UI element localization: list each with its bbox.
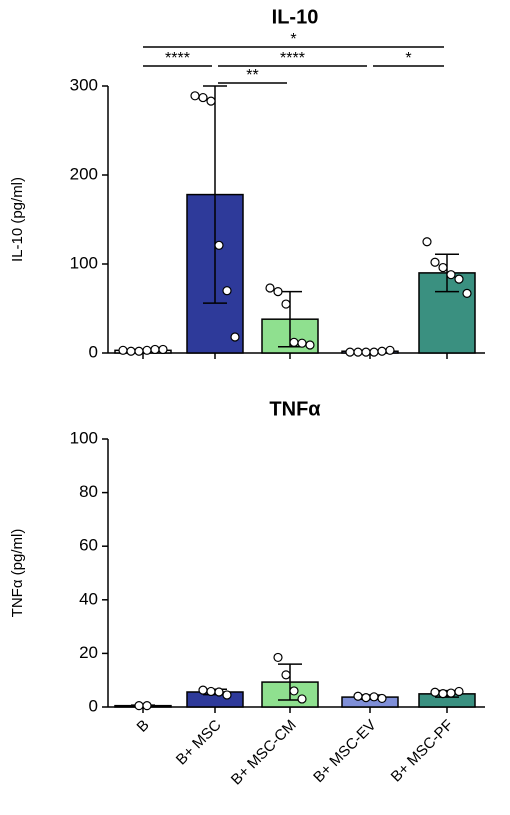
data-point (422, 237, 432, 247)
y-tick-label: 40 (79, 589, 98, 608)
data-point (158, 344, 168, 355)
data-point (446, 688, 456, 698)
data-point (438, 688, 448, 699)
data-point (206, 686, 216, 697)
data-point (289, 337, 299, 347)
data-point (446, 270, 456, 280)
data-point (222, 690, 232, 700)
data-point (369, 347, 379, 357)
data-point (214, 687, 224, 697)
data-point (281, 299, 291, 309)
data-point (430, 257, 440, 267)
y-tick-label: 100 (70, 428, 98, 447)
x-tick-label: B+ MSC-PF (388, 717, 457, 786)
data-point (305, 340, 315, 350)
data-point (353, 347, 363, 357)
y-tick-label: 200 (70, 164, 98, 183)
y-tick-label: 0 (89, 696, 98, 715)
data-point (385, 345, 395, 355)
x-tick-label: B (134, 717, 153, 736)
x-tick-label: B+ MSC-EV (310, 717, 379, 786)
data-point (361, 347, 371, 357)
data-point (222, 286, 232, 296)
significance-label: **** (165, 50, 190, 67)
significance-label: * (290, 31, 296, 48)
data-point (281, 670, 291, 680)
data-point (198, 92, 208, 103)
y-tick-label: 80 (79, 482, 98, 501)
y-axis-label: TNFα (pg/ml) (9, 529, 26, 618)
data-point (265, 283, 275, 293)
data-point (214, 240, 224, 250)
data-point (454, 274, 464, 284)
chart-title: TNFα (269, 398, 321, 420)
significance-label: * (405, 50, 411, 67)
y-tick-label: 20 (79, 643, 98, 662)
y-tick-label: 0 (89, 342, 98, 361)
data-point (454, 686, 464, 697)
data-point (206, 96, 216, 106)
data-point (345, 347, 355, 357)
data-point (198, 685, 208, 695)
data-point (150, 344, 160, 355)
data-point (438, 262, 448, 273)
significance-label: **** (280, 50, 305, 67)
data-point (273, 286, 283, 297)
data-point (142, 701, 152, 711)
data-point (190, 91, 200, 101)
data-point (126, 346, 136, 356)
data-point (273, 652, 283, 663)
data-point (134, 701, 144, 711)
x-tick-label: B+ MSC (173, 716, 225, 768)
y-axis-label: IL-10 (pg/ml) (9, 177, 26, 262)
y-tick-label: 100 (70, 253, 98, 272)
significance-label: ** (246, 67, 258, 84)
data-point (353, 691, 363, 701)
data-point (289, 686, 299, 696)
y-tick-label: 300 (70, 75, 98, 94)
data-point (230, 332, 240, 342)
data-point (297, 338, 307, 348)
data-point (377, 693, 387, 704)
data-point (297, 694, 307, 704)
data-point (142, 345, 152, 355)
data-point (369, 692, 379, 702)
chart-title: IL-10 (272, 6, 319, 28)
data-point (430, 687, 440, 697)
data-point (361, 693, 371, 703)
y-tick-label: 60 (79, 536, 98, 555)
data-point (134, 346, 144, 356)
data-point (377, 346, 387, 356)
data-point (462, 288, 472, 298)
x-tick-label: B+ MSC-CM (228, 717, 300, 789)
data-point (118, 345, 128, 355)
